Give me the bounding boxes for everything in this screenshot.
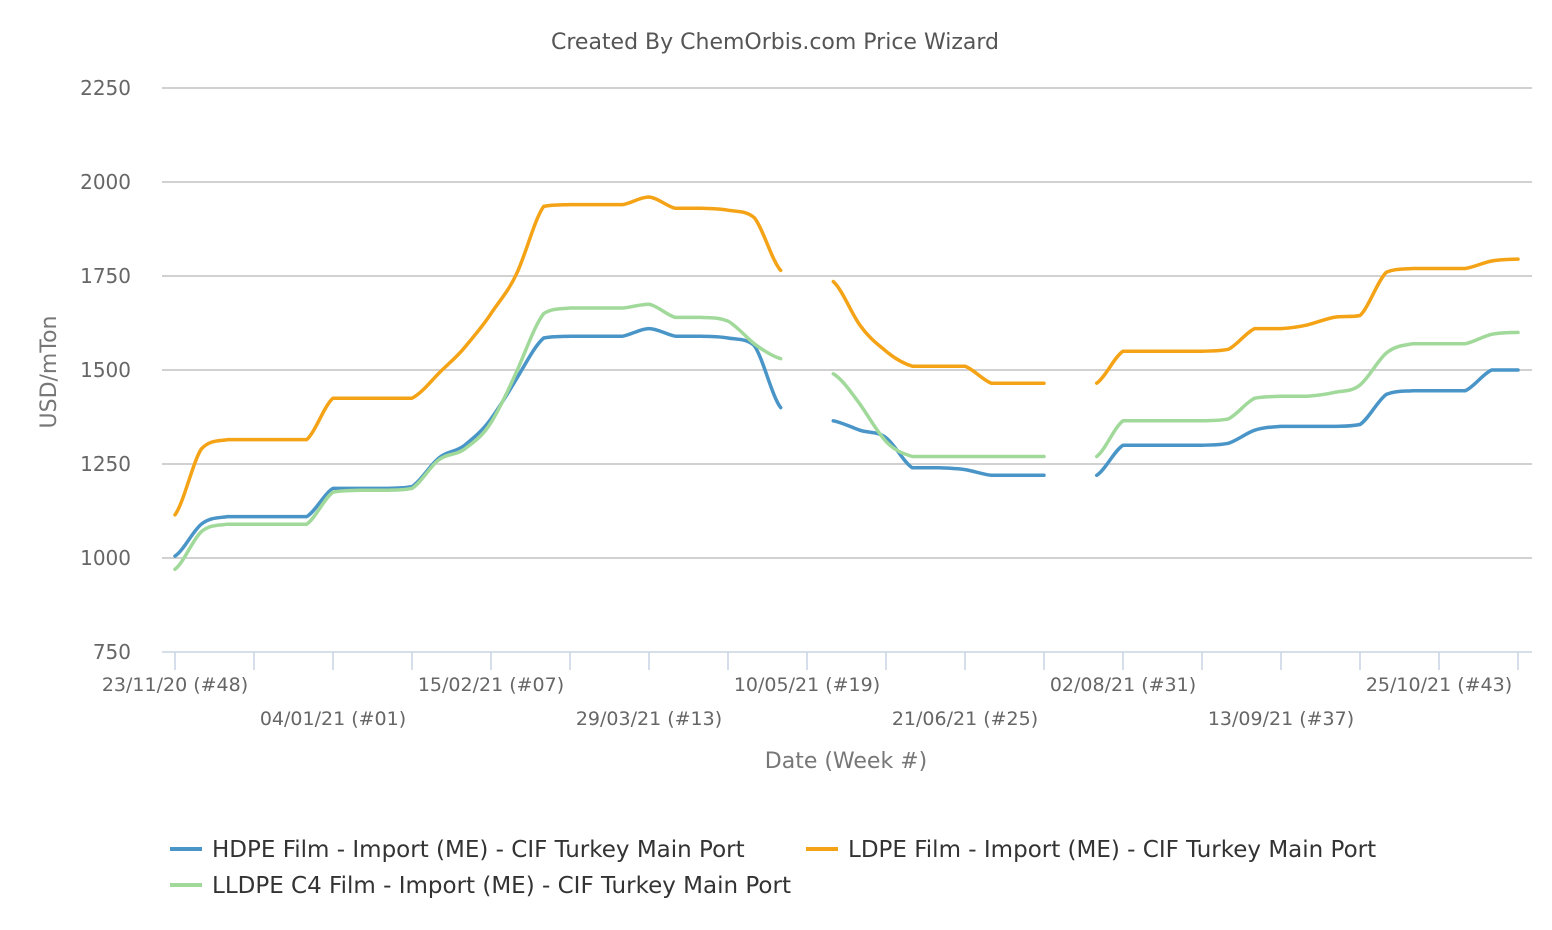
y-tick-label: 1750 <box>80 264 131 288</box>
series-line-segment <box>1094 330 1520 459</box>
series-2 <box>173 302 1520 572</box>
x-tick-label: 13/09/21 (#37) <box>1208 708 1354 730</box>
x-tick-label: 10/05/21 (#19) <box>734 674 880 696</box>
y-tick-label: 1500 <box>80 358 131 382</box>
legend-item[interactable]: HDPE Film - Import (ME) - CIF Turkey Mai… <box>170 837 745 863</box>
series-lines <box>173 195 1520 572</box>
legend-label: LDPE Film - Import (ME) - CIF Turkey Mai… <box>848 837 1376 863</box>
y-tick-label: 1250 <box>80 452 131 476</box>
series-line-segment <box>173 302 783 572</box>
y-tick-label: 2000 <box>80 170 131 194</box>
x-tick-label: 23/11/20 (#48) <box>102 674 248 696</box>
x-tick-label: 29/03/21 (#13) <box>576 708 722 730</box>
series-line-segment <box>1094 368 1520 478</box>
series-1 <box>173 195 1520 517</box>
x-tick-label: 02/08/21 (#31) <box>1050 674 1196 696</box>
x-tick-label: 15/02/21 (#07) <box>418 674 564 696</box>
series-line-segment <box>1094 257 1520 385</box>
x-axis-label: Date (Week #) <box>765 749 927 774</box>
x-tick-label: 04/01/21 (#01) <box>260 708 406 730</box>
series-line-segment <box>173 195 783 517</box>
chart-title: Created By ChemOrbis.com Price Wizard <box>551 30 999 55</box>
x-tick-label: 25/10/21 (#43) <box>1366 674 1512 696</box>
legend-item[interactable]: LDPE Film - Import (ME) - CIF Turkey Mai… <box>806 837 1376 863</box>
legend-label: LLDPE C4 Film - Import (ME) - CIF Turkey… <box>212 873 791 899</box>
series-line-segment <box>831 419 1046 478</box>
y-axis-label: USD/mTon <box>37 316 62 429</box>
y-axis-tick-labels: 750 1000 1250 1500 1750 2000 2250 <box>80 76 131 664</box>
x-axis-ticks: 23/11/20 (#48) 04/01/21 (#01) 15/02/21 (#0… <box>102 652 1519 730</box>
x-tick-label: 21/06/21 (#25) <box>892 708 1038 730</box>
series-line-segment <box>831 372 1046 459</box>
y-tick-label: 1000 <box>80 546 131 570</box>
grid-lines <box>162 87 1532 559</box>
legend: HDPE Film - Import (ME) - CIF Turkey Mai… <box>170 837 1376 899</box>
legend-label: HDPE Film - Import (ME) - CIF Turkey Mai… <box>212 837 745 863</box>
y-tick-label: 2250 <box>80 76 131 100</box>
series-line-segment <box>831 279 1046 385</box>
series-0 <box>173 326 1520 558</box>
series-line-segment <box>173 326 783 558</box>
y-tick-label: 750 <box>93 640 131 664</box>
legend-item[interactable]: LLDPE C4 Film - Import (ME) - CIF Turkey… <box>170 873 791 899</box>
